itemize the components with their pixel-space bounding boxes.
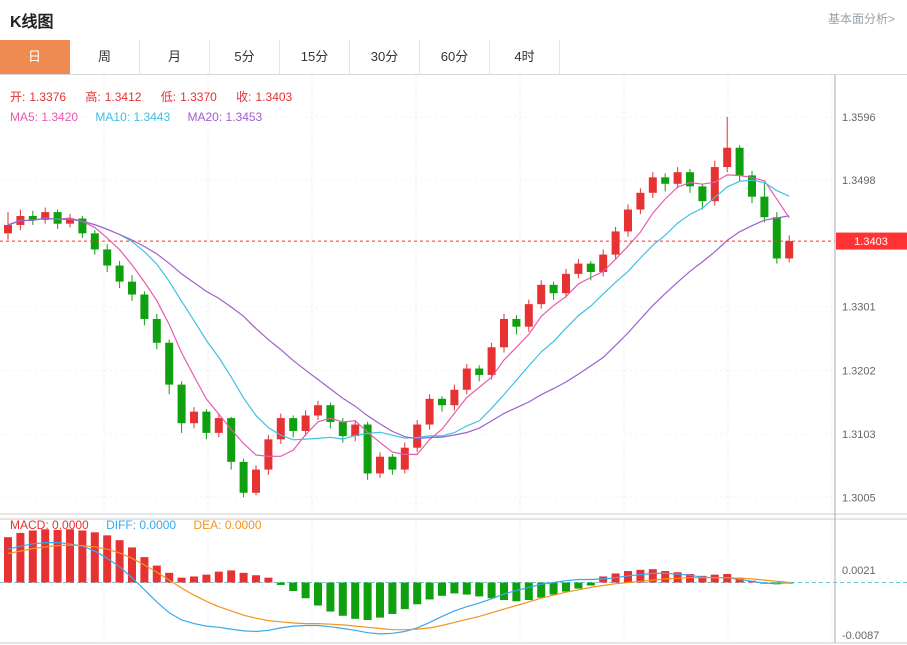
- tab-monthly[interactable]: 月: [140, 40, 210, 74]
- tab-weekly[interactable]: 周: [70, 40, 140, 74]
- tab-5min[interactable]: 5分: [210, 40, 280, 74]
- candlestick-chart[interactable]: 1.3596 1.3498 1.3403 1.3301 1.3202 1.3103 1.30…: [0, 75, 907, 645]
- tab-30min[interactable]: 30分: [350, 40, 420, 74]
- svg-text:1.3301: 1.3301: [842, 302, 876, 314]
- svg-text:1.3005: 1.3005: [842, 492, 876, 504]
- svg-text:1.3596: 1.3596: [842, 112, 876, 124]
- svg-text:1.3498: 1.3498: [842, 175, 876, 187]
- header: K线图 基本面分析>: [0, 0, 907, 40]
- tab-4hour[interactable]: 4时: [490, 40, 560, 74]
- svg-text:1.3103: 1.3103: [842, 429, 876, 441]
- tab-daily[interactable]: 日: [0, 40, 70, 74]
- period-tabbar: 日 周 月 5分 15分 30分 60分 4时: [0, 40, 907, 75]
- tab-15min[interactable]: 15分: [280, 40, 350, 74]
- chart-area: 1.3596 1.3498 1.3403 1.3301 1.3202 1.3103 1.30…: [0, 75, 907, 645]
- svg-text:-0.0087: -0.0087: [842, 630, 879, 642]
- svg-text:1.3202: 1.3202: [842, 365, 876, 377]
- svg-text:0.0021: 0.0021: [842, 565, 876, 577]
- fundamental-analysis-link[interactable]: 基本面分析>: [827, 12, 895, 26]
- svg-text:1.3403: 1.3403: [854, 236, 888, 248]
- page-title: K线图: [10, 14, 54, 31]
- tab-60min[interactable]: 60分: [420, 40, 490, 74]
